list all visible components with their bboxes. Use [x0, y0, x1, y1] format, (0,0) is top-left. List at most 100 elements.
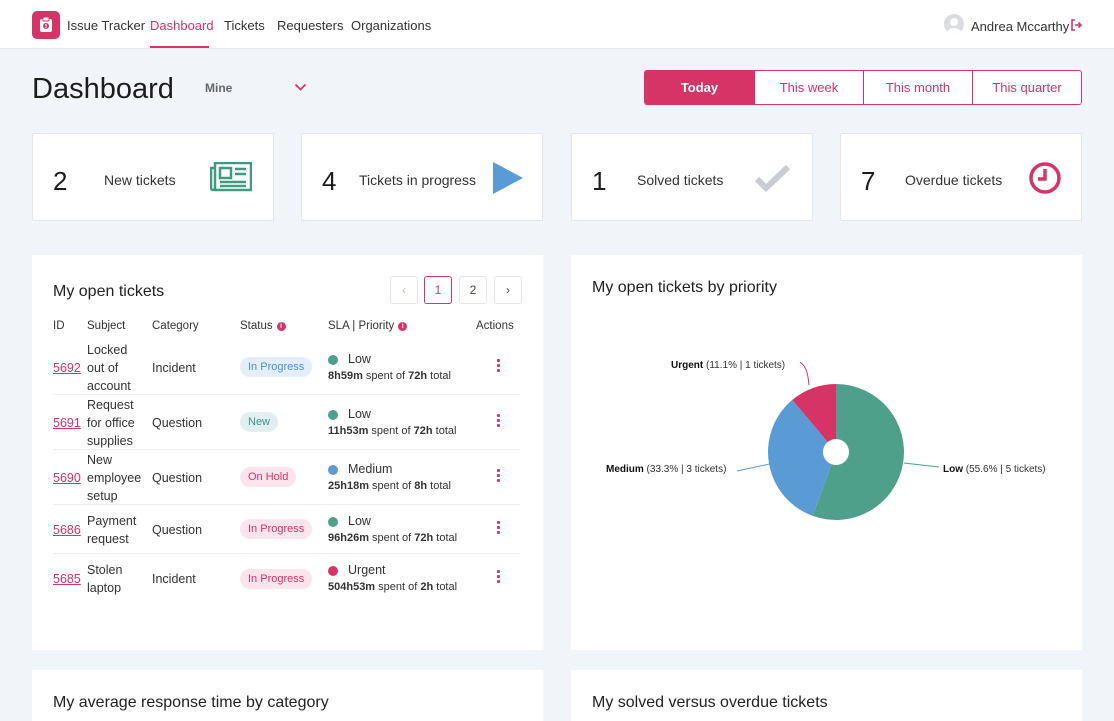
- stat-label: Tickets in progress: [359, 172, 476, 188]
- sla-text: 8h59m spent of 72h total: [328, 370, 451, 382]
- pie-slice-medium[interactable]: [768, 399, 836, 516]
- info-icon[interactable]: i: [398, 322, 408, 331]
- column-header-status: Status i: [240, 320, 286, 332]
- nav-requesters[interactable]: Requesters: [277, 18, 344, 33]
- ticket-subject-line: Payment: [87, 514, 137, 528]
- period-month-button[interactable]: This month: [863, 71, 972, 104]
- stat-card-new[interactable]: 2 New tickets: [32, 133, 274, 221]
- stat-card-in-progress[interactable]: 4 Tickets in progress: [301, 133, 543, 221]
- row-actions-menu-icon[interactable]: [497, 414, 501, 429]
- ticket-id-link[interactable]: 5686: [53, 523, 81, 537]
- row-divider: [53, 553, 520, 554]
- pie-center-hole: [823, 439, 849, 465]
- pie-label-name: Low: [943, 464, 963, 475]
- priority-label: Low: [348, 407, 371, 421]
- pie-leader-line-medium: [736, 462, 775, 472]
- priority-dot: [328, 355, 338, 365]
- sla-spent: 96h26m: [328, 532, 369, 544]
- newspaper-icon: [210, 162, 252, 192]
- prev-page-button[interactable]: ‹: [390, 276, 418, 304]
- ticket-id-link[interactable]: 5692: [53, 361, 81, 375]
- stat-label: Solved tickets: [637, 172, 724, 188]
- sla-spent: 11h53m: [328, 425, 369, 437]
- solved-vs-overdue-panel: My solved versus overdue tickets: [571, 670, 1082, 721]
- row-actions-menu-icon[interactable]: [497, 359, 501, 374]
- ticket-id-link[interactable]: 5685: [53, 572, 81, 586]
- sla-suffix: total: [433, 581, 458, 593]
- priority-pie-chart[interactable]: [571, 255, 1082, 650]
- sla-separator: spent of: [375, 581, 421, 593]
- ticket-id-link[interactable]: 5691: [53, 416, 81, 430]
- priority-label: Urgent: [348, 563, 386, 577]
- row-divider: [53, 449, 520, 450]
- priority-dot: [328, 517, 338, 527]
- ticket-subject-line: out of: [87, 361, 119, 375]
- row-divider: [53, 504, 520, 505]
- row-actions-menu-icon[interactable]: [497, 469, 501, 484]
- period-quarter-button[interactable]: This quarter: [972, 71, 1081, 104]
- column-header-actions: Actions: [476, 320, 514, 332]
- stat-label: New tickets: [104, 172, 176, 188]
- pie-label-name: Urgent: [671, 360, 704, 371]
- pie-leader-line-low: [903, 462, 940, 468]
- page-2-button[interactable]: 2: [459, 276, 487, 304]
- info-icon[interactable]: i: [276, 322, 286, 331]
- ticket-category: Question: [152, 523, 203, 537]
- panel-title: My open tickets by priority: [592, 279, 777, 296]
- pie-slice-urgent[interactable]: [792, 384, 836, 452]
- sla-text: 504h53m spent of 2h total: [328, 581, 457, 593]
- sla-spent: 8h59m: [328, 370, 363, 382]
- status-badge: New: [240, 412, 279, 432]
- priority-dot: [328, 465, 338, 475]
- sla-total: 72h: [408, 370, 428, 382]
- page-1-button[interactable]: 1: [424, 276, 452, 304]
- pie-slice-low[interactable]: [812, 384, 904, 520]
- row-actions-menu-icon[interactable]: [497, 570, 501, 585]
- ticket-category: Incident: [152, 361, 196, 375]
- user-name[interactable]: Andrea Mccarthy: [971, 19, 1070, 34]
- period-today-button[interactable]: Today: [645, 71, 754, 104]
- column-header-label: SLA | Priority: [328, 320, 395, 332]
- ticket-id-link[interactable]: 5690: [53, 471, 81, 485]
- status-badge: In Progress: [240, 519, 313, 539]
- ticket-subject-line: request: [87, 532, 129, 546]
- app-name[interactable]: Issue Tracker: [67, 18, 146, 33]
- row-actions-menu-icon[interactable]: [497, 521, 501, 536]
- nav-organizations[interactable]: Organizations: [351, 18, 432, 33]
- column-header-sla-priority: SLA | Priority i: [328, 320, 408, 332]
- sla-separator: spent of: [368, 532, 415, 544]
- ticket-logo-icon: [40, 17, 52, 32]
- ticket-subject-line: laptop: [87, 581, 122, 595]
- column-header-label: Status: [240, 320, 273, 332]
- pie-label-detail: (11.1% | 1 tickets): [703, 360, 786, 371]
- status-badge: In Progress: [240, 357, 313, 377]
- clock-icon: [1029, 162, 1061, 194]
- app-logo[interactable]: [32, 11, 60, 39]
- ticket-subject-line: for office: [87, 416, 135, 430]
- ticket-category: Question: [152, 471, 203, 485]
- chevron-down-icon[interactable]: [294, 83, 307, 92]
- sla-suffix: total: [432, 425, 457, 437]
- row-divider: [53, 394, 520, 395]
- pie-label-urgent: Urgent (11.1% | 1 tickets): [671, 360, 785, 371]
- stat-card-overdue[interactable]: 7 Overdue tickets: [840, 133, 1082, 221]
- pie-label-medium: Medium (33.3% | 3 tickets): [606, 464, 726, 475]
- stat-card-solved[interactable]: 1 Solved tickets: [571, 133, 813, 221]
- ticket-subject-line: supplies: [87, 434, 133, 448]
- next-page-button[interactable]: ›: [494, 276, 522, 304]
- nav-dashboard[interactable]: Dashboard: [150, 18, 214, 33]
- scope-select-value[interactable]: Mine: [205, 81, 233, 95]
- stat-value: 1: [592, 166, 607, 196]
- period-week-button[interactable]: This week: [754, 71, 863, 104]
- pie-leader-line-urgent: [799, 361, 810, 386]
- top-navbar: Issue Tracker Dashboard Tickets Requeste…: [0, 0, 1114, 49]
- nav-tickets[interactable]: Tickets: [224, 18, 265, 33]
- nav-active-indicator: [150, 46, 209, 48]
- period-selector: Today This week This month This quarter: [644, 70, 1082, 105]
- pie-label-detail: (33.3% | 3 tickets): [643, 464, 727, 475]
- pie-label-detail: (55.6% | 5 tickets): [963, 464, 1046, 475]
- avatar[interactable]: [944, 14, 964, 34]
- logout-icon[interactable]: [1070, 19, 1082, 31]
- stat-value: 7: [861, 166, 876, 196]
- checkmark-icon: [755, 165, 790, 192]
